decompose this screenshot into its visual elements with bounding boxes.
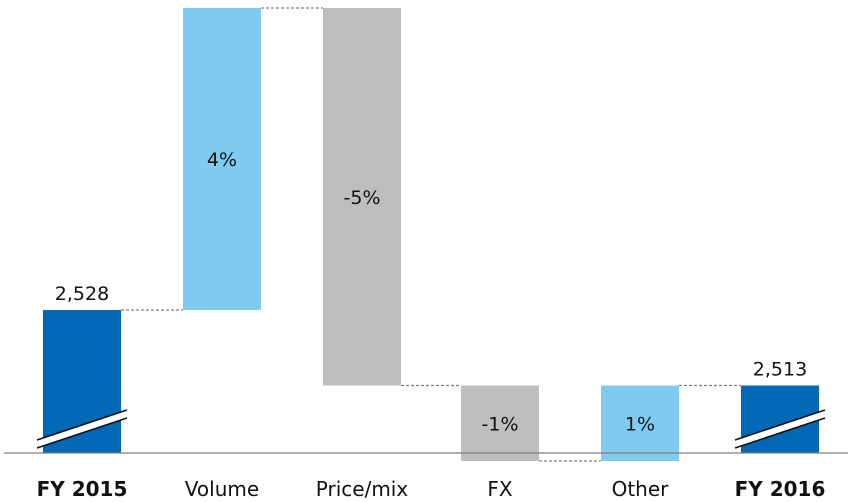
axis-break-line-bottom-fy-2016 — [734, 417, 826, 449]
axis-break-line-top-fy-2015 — [36, 409, 128, 441]
connectors-layer — [121, 7, 741, 462]
data-label-volume: 4% — [207, 149, 237, 171]
data-label-fx: -1% — [482, 413, 519, 435]
category-label-fx: FX — [487, 477, 513, 501]
category-label-volume: Volume — [185, 477, 259, 501]
axis-break-layer — [36, 409, 826, 449]
axis-break-line-top-fy-2016 — [734, 409, 826, 441]
data-label-fy-2016: 2,513 — [753, 359, 807, 381]
axis-break-fy-2016 — [735, 410, 825, 448]
data-label-fy-2015: 2,528 — [55, 283, 109, 305]
bar-other — [601, 385, 679, 461]
category-labels-layer: FY 2015 Volume Price/mix FX Other FY 2016 — [37, 477, 826, 501]
data-label-price-mix: -5% — [344, 187, 381, 209]
bar-price-mix — [323, 8, 401, 386]
data-labels-layer: 2,528 4% -5% -1% 1% 2,513 — [55, 149, 807, 435]
bar-volume — [183, 8, 261, 310]
bars-layer — [43, 8, 819, 461]
bar-fx — [461, 385, 539, 461]
category-label-fy-2016: FY 2016 — [735, 477, 826, 501]
axis-break-line-bottom-fy-2015 — [36, 417, 128, 449]
category-label-other: Other — [612, 477, 670, 501]
data-label-other: 1% — [625, 413, 655, 435]
category-label-price-mix: Price/mix — [316, 477, 409, 501]
axis-break-fy-2015 — [37, 410, 127, 448]
category-label-fy-2015: FY 2015 — [37, 477, 128, 501]
